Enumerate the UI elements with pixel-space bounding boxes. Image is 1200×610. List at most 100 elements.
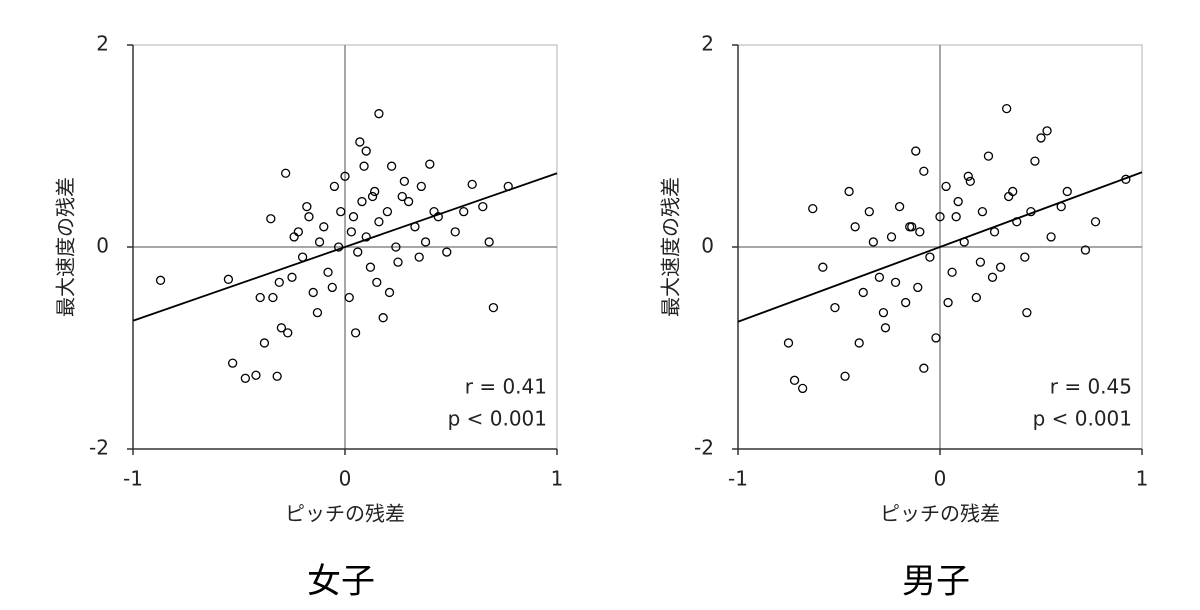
data-point: [155, 275, 166, 285]
data-point: [987, 272, 998, 282]
data-point: [340, 171, 350, 181]
data-point: [919, 166, 929, 176]
stat-annotation: r = 0.41: [465, 375, 547, 399]
y-tick-label: -2: [694, 436, 714, 460]
data-point: [1062, 186, 1072, 197]
y-tick-label: 0: [701, 234, 714, 258]
data-point: [808, 203, 818, 214]
data-point: [266, 214, 276, 224]
x-tick-label: 0: [934, 467, 947, 491]
data-point: [459, 206, 469, 217]
data-point: [255, 292, 265, 303]
data-point: [886, 232, 897, 242]
data-point: [935, 212, 945, 222]
data-point: [346, 227, 357, 237]
data-point: [840, 371, 850, 381]
data-point: [370, 186, 380, 197]
data-point: [488, 302, 499, 313]
data-point: [259, 338, 270, 348]
data-point: [350, 328, 361, 338]
data-point: [1046, 232, 1056, 242]
data-point: [911, 146, 921, 156]
data-point: [223, 274, 234, 284]
y-axis-label: 最大速度の残差: [54, 177, 78, 317]
data-point: [323, 267, 333, 277]
data-point: [797, 383, 808, 394]
data-point: [357, 196, 367, 207]
data-point: [365, 262, 376, 272]
data-point: [478, 201, 488, 212]
data-point: [384, 287, 395, 298]
data-point: [1036, 133, 1046, 143]
x-tick-label: -1: [728, 467, 748, 491]
y-tick-label: 0: [96, 234, 109, 258]
data-point: [336, 206, 346, 217]
panel-title: 女子: [307, 562, 375, 602]
y-axis-label: 最大速度の残差: [659, 177, 683, 317]
data-point: [975, 257, 986, 267]
data-point: [287, 272, 297, 282]
data-point: [399, 176, 410, 187]
data-point: [965, 176, 975, 187]
data-point: [1022, 307, 1032, 318]
x-axis-label: ピッチの残差: [880, 502, 1000, 526]
data-point: [425, 159, 435, 169]
data-point: [943, 297, 953, 308]
data-point: [971, 292, 982, 303]
data-point: [1090, 217, 1101, 227]
data-point: [977, 206, 988, 217]
data-point: [963, 171, 973, 181]
x-tick-label: 0: [339, 467, 352, 491]
data-point: [240, 373, 251, 383]
data-point: [941, 181, 951, 192]
data-point: [283, 328, 293, 338]
data-point: [382, 206, 393, 217]
data-point: [274, 277, 284, 288]
data-point: [348, 212, 359, 222]
data-point: [818, 262, 828, 272]
data-point: [1020, 252, 1030, 262]
data-point: [312, 307, 323, 318]
data-point: [1008, 186, 1018, 197]
fit-line: [737, 171, 1143, 323]
stat-annotation: p < 0.001: [448, 407, 547, 431]
data-point: [983, 151, 994, 161]
data-point: [850, 222, 860, 232]
data-point: [880, 323, 891, 333]
data-point: [894, 201, 905, 212]
data-point: [925, 252, 935, 262]
data-point: [864, 206, 874, 217]
data-point: [272, 371, 282, 381]
data-point: [227, 358, 238, 368]
data-point: [484, 237, 494, 247]
data-point: [344, 292, 354, 303]
data-point: [304, 212, 314, 222]
data-point: [374, 217, 384, 227]
x-tick-label: 1: [551, 467, 564, 491]
data-point: [372, 277, 382, 288]
data-point: [361, 232, 371, 242]
data-point: [874, 272, 885, 282]
data-point: [919, 363, 929, 373]
data-point: [302, 201, 312, 212]
data-point: [931, 333, 941, 343]
data-point: [416, 181, 426, 192]
data-point: [329, 181, 340, 192]
data-point: [359, 161, 369, 171]
data-point: [450, 227, 460, 237]
x-tick-label: 1: [1136, 467, 1149, 491]
data-point: [1002, 103, 1012, 114]
data-point: [878, 307, 889, 318]
data-point: [858, 287, 868, 298]
data-point: [1030, 156, 1040, 166]
data-point: [367, 191, 378, 202]
stat-annotation: p < 0.001: [1033, 407, 1132, 431]
data-point: [844, 186, 854, 197]
data-point: [355, 137, 365, 147]
data-point: [319, 222, 329, 232]
data-point: [386, 161, 397, 171]
data-point: [989, 227, 1000, 237]
